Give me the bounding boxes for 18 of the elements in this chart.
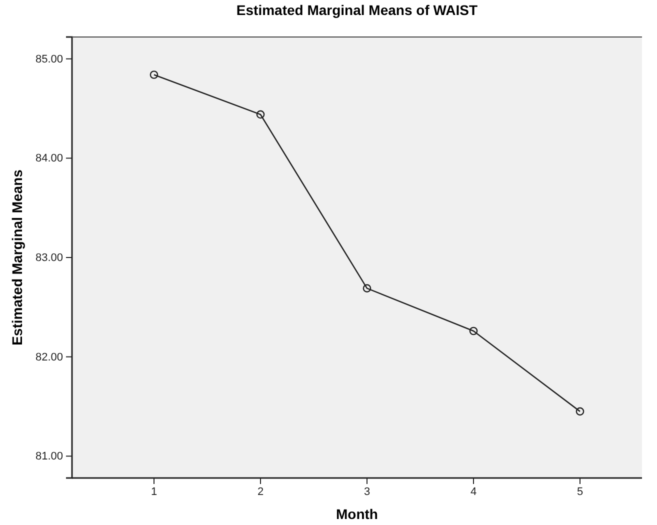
point	[150, 70, 158, 79]
y-tick-label: 84.00	[35, 152, 63, 165]
x-tick-label: 4	[470, 486, 477, 498]
point	[576, 407, 584, 416]
x-tick-label: 1	[150, 486, 158, 498]
chart-title: Estimated Marginal Means of WAIST	[236, 2, 478, 18]
y-tick-label: 83.00	[35, 252, 63, 264]
y-tick-label: 81.00	[35, 450, 63, 463]
x-tick-label: 5	[576, 486, 584, 498]
point	[256, 110, 265, 119]
y-tick-label: 82.00	[35, 351, 63, 364]
point	[362, 284, 372, 292]
y-axis-title: Estimated Marginal Means	[9, 169, 25, 346]
y-tick-label: 85.00	[35, 53, 63, 66]
x-tick-label: 3	[364, 486, 370, 498]
point	[469, 326, 478, 336]
x-tick-label: 2	[257, 486, 264, 498]
x-axis-title: Month	[336, 506, 378, 522]
